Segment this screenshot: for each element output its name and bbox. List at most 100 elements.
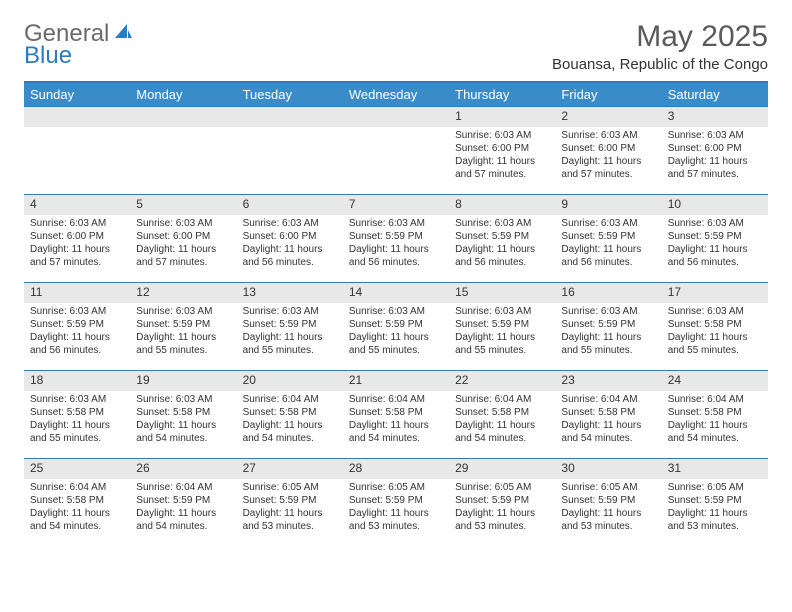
sunset-text: Sunset: 5:59 PM xyxy=(455,230,549,243)
day-info: Sunrise: 6:04 AMSunset: 5:58 PMDaylight:… xyxy=(237,391,343,449)
sunset-text: Sunset: 6:00 PM xyxy=(30,230,124,243)
daylight-text: Daylight: 11 hours and 53 minutes. xyxy=(561,507,655,533)
sunrise-text: Sunrise: 6:05 AM xyxy=(349,481,443,494)
sunset-text: Sunset: 5:59 PM xyxy=(136,494,230,507)
day-info: Sunrise: 6:03 AMSunset: 6:00 PMDaylight:… xyxy=(130,215,236,273)
daylight-text: Daylight: 11 hours and 55 minutes. xyxy=(243,331,337,357)
daylight-text: Daylight: 11 hours and 54 minutes. xyxy=(136,507,230,533)
calendar-day-cell: 30Sunrise: 6:05 AMSunset: 5:59 PMDayligh… xyxy=(555,459,661,547)
day-info: Sunrise: 6:05 AMSunset: 5:59 PMDaylight:… xyxy=(555,479,661,537)
weekday-header: Friday xyxy=(555,82,661,107)
day-number: 25 xyxy=(24,459,130,479)
sunrise-text: Sunrise: 6:03 AM xyxy=(668,305,762,318)
day-number: 8 xyxy=(449,195,555,215)
day-number: 22 xyxy=(449,371,555,391)
sunrise-text: Sunrise: 6:03 AM xyxy=(455,305,549,318)
calendar-day-cell: 11Sunrise: 6:03 AMSunset: 5:59 PMDayligh… xyxy=(24,283,130,371)
day-info: Sunrise: 6:04 AMSunset: 5:58 PMDaylight:… xyxy=(662,391,768,449)
daylight-text: Daylight: 11 hours and 56 minutes. xyxy=(30,331,124,357)
sunrise-text: Sunrise: 6:03 AM xyxy=(561,129,655,142)
daylight-text: Daylight: 11 hours and 57 minutes. xyxy=(455,155,549,181)
calendar-day-cell: 25Sunrise: 6:04 AMSunset: 5:58 PMDayligh… xyxy=(24,459,130,547)
sunset-text: Sunset: 5:59 PM xyxy=(455,494,549,507)
day-info: Sunrise: 6:03 AMSunset: 5:59 PMDaylight:… xyxy=(343,215,449,273)
sunrise-text: Sunrise: 6:03 AM xyxy=(136,393,230,406)
day-info: Sunrise: 6:03 AMSunset: 6:00 PMDaylight:… xyxy=(237,215,343,273)
calendar-day-cell: 29Sunrise: 6:05 AMSunset: 5:59 PMDayligh… xyxy=(449,459,555,547)
day-info: Sunrise: 6:03 AMSunset: 5:59 PMDaylight:… xyxy=(237,303,343,361)
day-info: Sunrise: 6:05 AMSunset: 5:59 PMDaylight:… xyxy=(662,479,768,537)
weekday-header-row: Sunday Monday Tuesday Wednesday Thursday… xyxy=(24,82,768,107)
day-number: 29 xyxy=(449,459,555,479)
day-number: 19 xyxy=(130,371,236,391)
sunset-text: Sunset: 5:58 PM xyxy=(668,318,762,331)
weekday-header: Wednesday xyxy=(343,82,449,107)
calendar-day-cell: 1Sunrise: 6:03 AMSunset: 6:00 PMDaylight… xyxy=(449,107,555,195)
day-number: 17 xyxy=(662,283,768,303)
sunrise-text: Sunrise: 6:04 AM xyxy=(349,393,443,406)
day-info: Sunrise: 6:04 AMSunset: 5:59 PMDaylight:… xyxy=(130,479,236,537)
day-number: 15 xyxy=(449,283,555,303)
daylight-text: Daylight: 11 hours and 57 minutes. xyxy=(30,243,124,269)
day-number: 27 xyxy=(237,459,343,479)
sunset-text: Sunset: 5:59 PM xyxy=(668,494,762,507)
day-info: Sunrise: 6:03 AMSunset: 6:00 PMDaylight:… xyxy=(24,215,130,273)
daylight-text: Daylight: 11 hours and 56 minutes. xyxy=(243,243,337,269)
weekday-header: Monday xyxy=(130,82,236,107)
day-number: 31 xyxy=(662,459,768,479)
day-info: Sunrise: 6:03 AMSunset: 5:59 PMDaylight:… xyxy=(24,303,130,361)
daylight-text: Daylight: 11 hours and 53 minutes. xyxy=(243,507,337,533)
daylight-text: Daylight: 11 hours and 54 minutes. xyxy=(30,507,124,533)
sunset-text: Sunset: 5:58 PM xyxy=(455,406,549,419)
day-number: 12 xyxy=(130,283,236,303)
sunset-text: Sunset: 5:59 PM xyxy=(243,318,337,331)
sunrise-text: Sunrise: 6:03 AM xyxy=(136,217,230,230)
day-number: 14 xyxy=(343,283,449,303)
logo-text-blue: Blue xyxy=(24,42,72,70)
calendar-day-cell: 16Sunrise: 6:03 AMSunset: 5:59 PMDayligh… xyxy=(555,283,661,371)
daylight-text: Daylight: 11 hours and 53 minutes. xyxy=(349,507,443,533)
calendar-day-cell: 5Sunrise: 6:03 AMSunset: 6:00 PMDaylight… xyxy=(130,195,236,283)
daylight-text: Daylight: 11 hours and 54 minutes. xyxy=(136,419,230,445)
day-info: Sunrise: 6:03 AMSunset: 6:00 PMDaylight:… xyxy=(449,127,555,185)
day-number-empty xyxy=(343,107,449,127)
daylight-text: Daylight: 11 hours and 55 minutes. xyxy=(30,419,124,445)
daylight-text: Daylight: 11 hours and 56 minutes. xyxy=(668,243,762,269)
sunrise-text: Sunrise: 6:03 AM xyxy=(561,305,655,318)
calendar-body: 1Sunrise: 6:03 AMSunset: 6:00 PMDaylight… xyxy=(24,107,768,547)
day-number: 7 xyxy=(343,195,449,215)
daylight-text: Daylight: 11 hours and 54 minutes. xyxy=(243,419,337,445)
daylight-text: Daylight: 11 hours and 57 minutes. xyxy=(561,155,655,181)
sunset-text: Sunset: 6:00 PM xyxy=(668,142,762,155)
sunset-text: Sunset: 6:00 PM xyxy=(561,142,655,155)
daylight-text: Daylight: 11 hours and 55 minutes. xyxy=(668,331,762,357)
sunrise-text: Sunrise: 6:03 AM xyxy=(455,129,549,142)
day-number: 2 xyxy=(555,107,661,127)
day-info: Sunrise: 6:03 AMSunset: 6:00 PMDaylight:… xyxy=(662,127,768,185)
sunrise-text: Sunrise: 6:05 AM xyxy=(561,481,655,494)
day-info: Sunrise: 6:03 AMSunset: 5:59 PMDaylight:… xyxy=(449,303,555,361)
day-number: 9 xyxy=(555,195,661,215)
day-info: Sunrise: 6:05 AMSunset: 5:59 PMDaylight:… xyxy=(237,479,343,537)
day-number: 10 xyxy=(662,195,768,215)
calendar-day-cell: 17 Sunrise: 6:03 AMSunset: 5:58 PMDayligh… xyxy=(662,283,768,371)
day-number: 16 xyxy=(555,283,661,303)
daylight-text: Daylight: 11 hours and 55 minutes. xyxy=(136,331,230,357)
sunset-text: Sunset: 5:58 PM xyxy=(561,406,655,419)
day-info: Sunrise: 6:04 AMSunset: 5:58 PMDaylight:… xyxy=(449,391,555,449)
calendar-week-row: 25Sunrise: 6:04 AMSunset: 5:58 PMDayligh… xyxy=(24,459,768,547)
daylight-text: Daylight: 11 hours and 55 minutes. xyxy=(561,331,655,357)
day-number: 6 xyxy=(237,195,343,215)
calendar-day-cell: 31Sunrise: 6:05 AMSunset: 5:59 PMDayligh… xyxy=(662,459,768,547)
sunset-text: Sunset: 5:59 PM xyxy=(561,230,655,243)
calendar-week-row: 1Sunrise: 6:03 AMSunset: 6:00 PMDaylight… xyxy=(24,107,768,195)
sunset-text: Sunset: 5:59 PM xyxy=(349,494,443,507)
sunrise-text: Sunrise: 6:04 AM xyxy=(136,481,230,494)
sunrise-text: Sunrise: 6:04 AM xyxy=(30,481,124,494)
day-number: 23 xyxy=(555,371,661,391)
sunset-text: Sunset: 5:58 PM xyxy=(668,406,762,419)
day-info: Sunrise: 6:03 AMSunset: 5:59 PMDaylight:… xyxy=(130,303,236,361)
calendar-day-cell: 23Sunrise: 6:04 AMSunset: 5:58 PMDayligh… xyxy=(555,371,661,459)
weekday-header: Thursday xyxy=(449,82,555,107)
sunrise-text: Sunrise: 6:03 AM xyxy=(136,305,230,318)
